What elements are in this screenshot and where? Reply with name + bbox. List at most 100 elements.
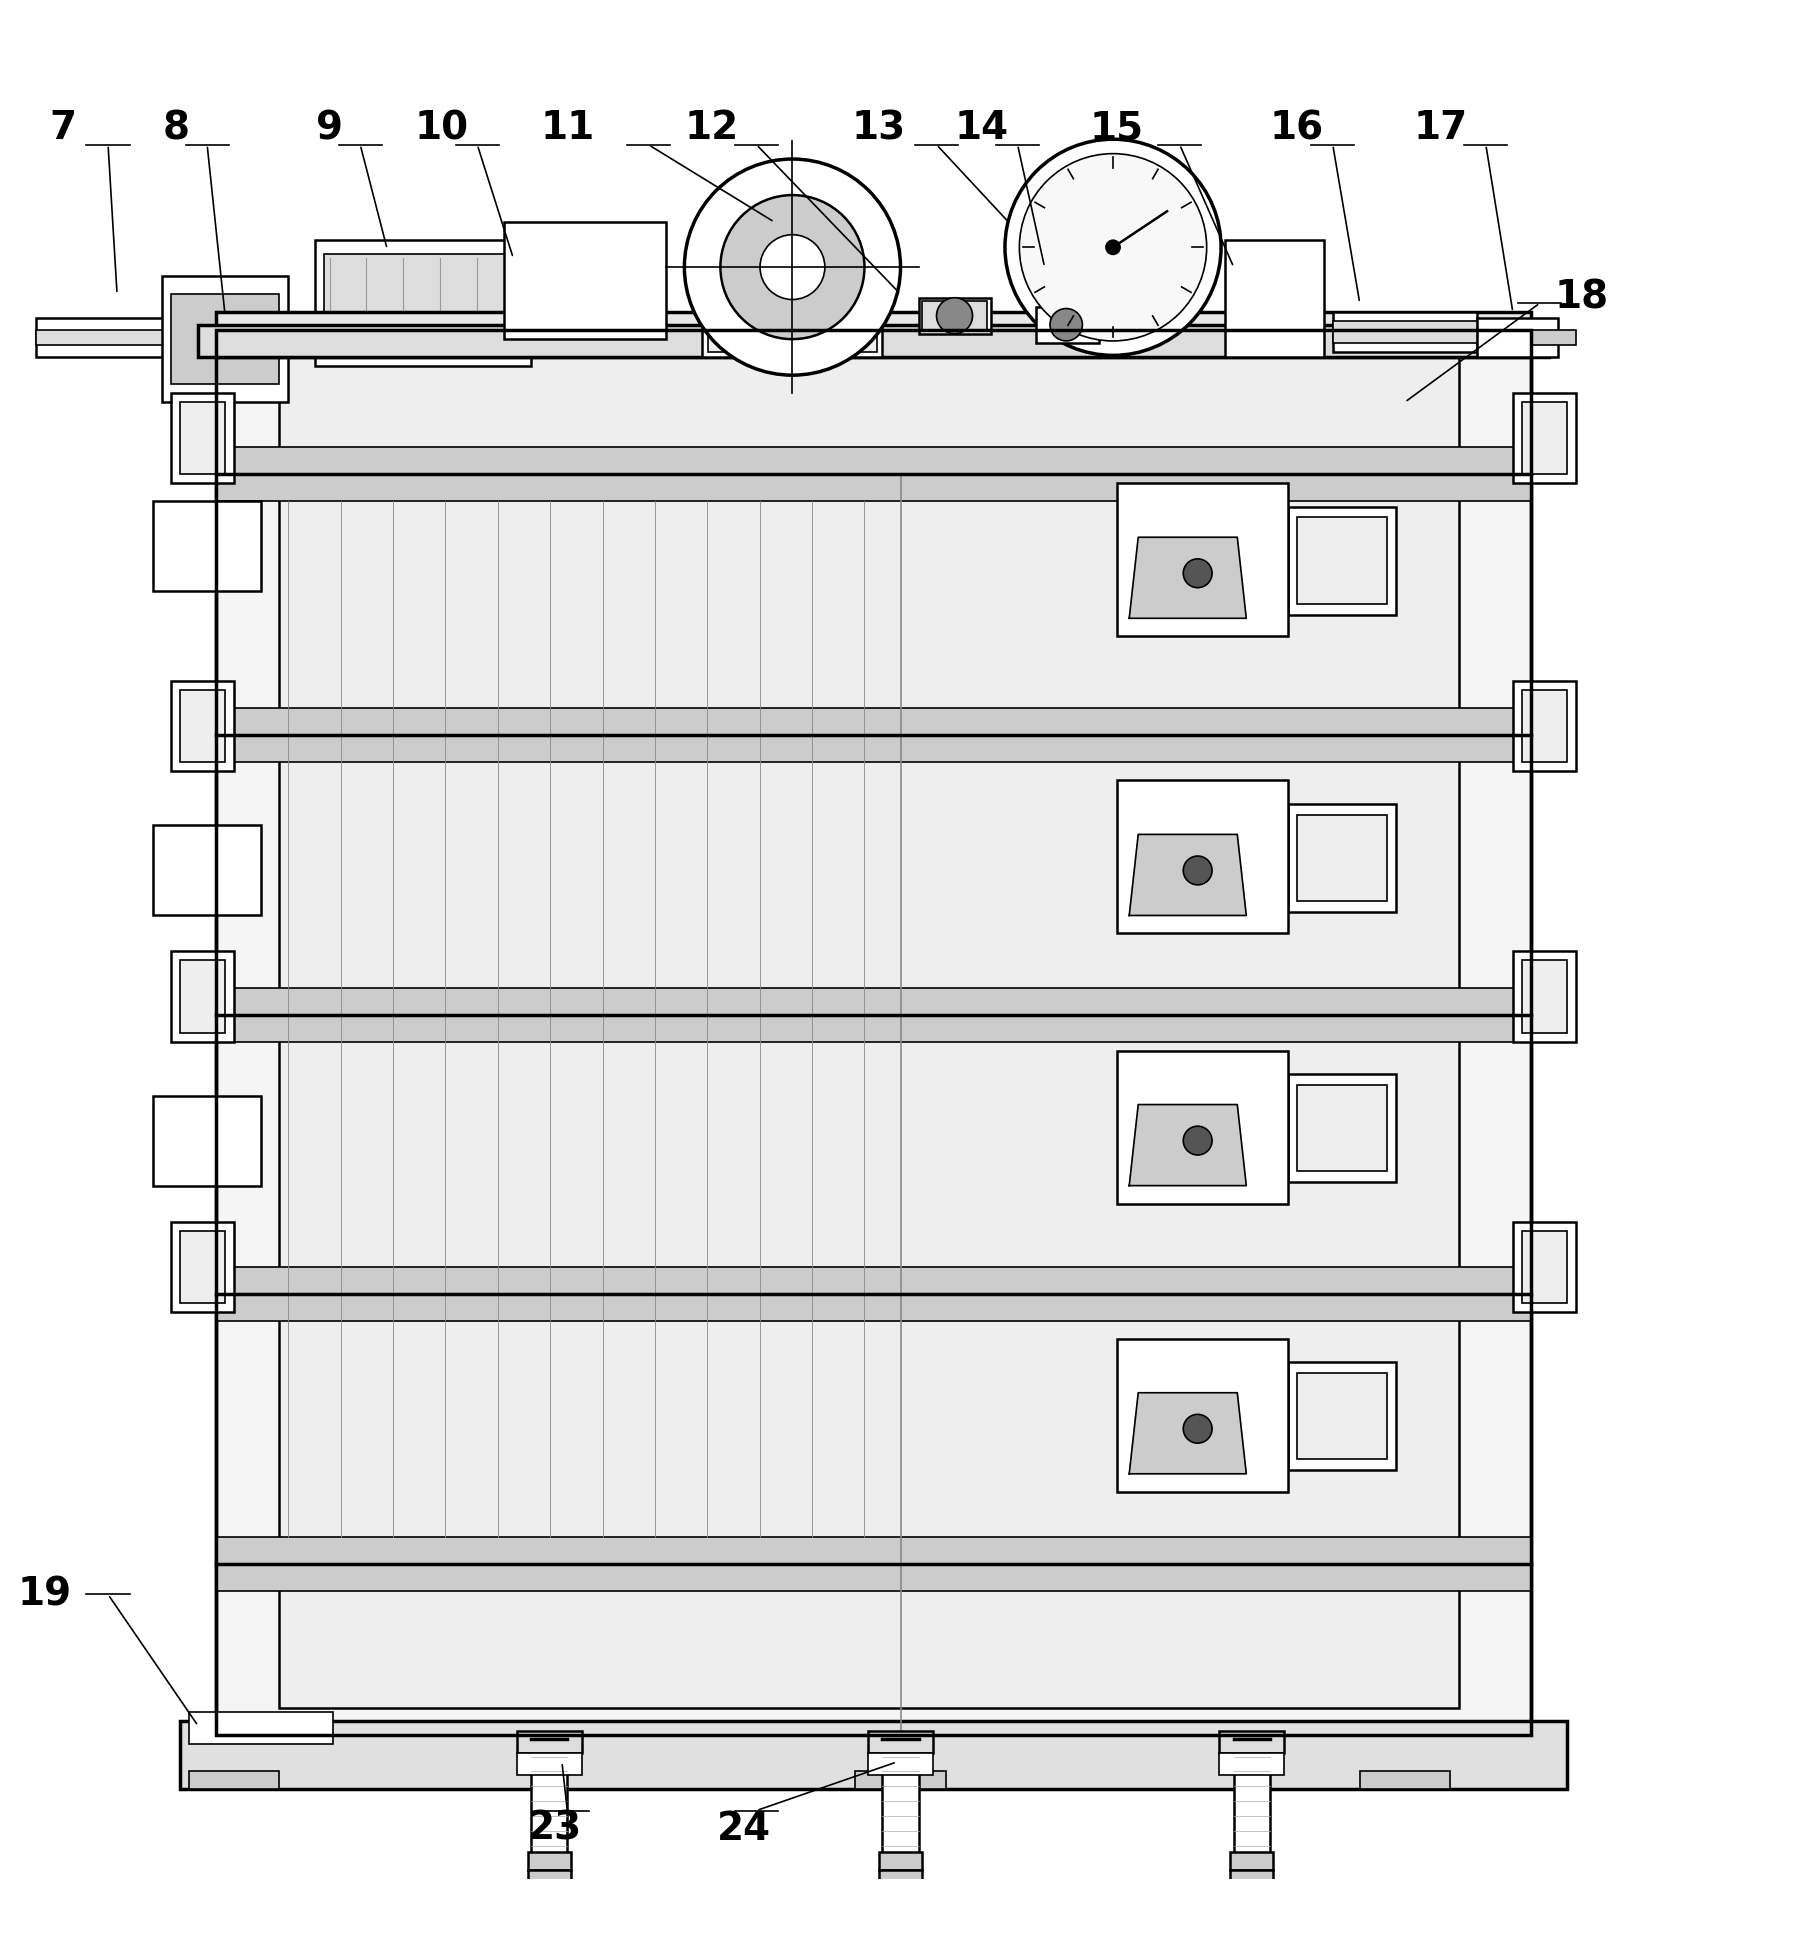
Bar [180, 961, 225, 1033]
Text: 10: 10 [414, 110, 468, 147]
Text: 24: 24 [717, 1810, 771, 1847]
Bar [922, 301, 987, 331]
Bar [1117, 1051, 1288, 1204]
Bar [1513, 951, 1576, 1041]
Bar [517, 1732, 582, 1753]
Bar [1230, 1851, 1273, 1871]
Text: 9: 9 [317, 110, 342, 147]
Bar [1297, 814, 1387, 900]
Bar [36, 317, 216, 358]
Text: 7: 7 [49, 110, 77, 147]
Bar [171, 393, 234, 483]
Bar [180, 403, 225, 474]
Bar [1288, 1074, 1396, 1182]
Text: 12: 12 [684, 110, 738, 147]
Bar [1219, 1753, 1284, 1775]
Bar [279, 358, 1459, 1708]
Circle shape [1183, 560, 1212, 587]
Bar [315, 241, 531, 366]
Circle shape [720, 196, 864, 339]
Bar [153, 826, 261, 916]
Bar [528, 1851, 571, 1871]
Bar [180, 1720, 1567, 1789]
Polygon shape [1129, 1104, 1246, 1186]
Bar [171, 294, 279, 384]
Text: 16: 16 [1270, 110, 1324, 147]
Bar [1117, 483, 1288, 636]
Circle shape [1183, 1125, 1212, 1155]
Bar [171, 1221, 234, 1311]
Bar [1230, 1871, 1273, 1889]
Bar [1522, 691, 1567, 763]
Text: 8: 8 [164, 110, 189, 147]
Bar [517, 1753, 582, 1775]
Circle shape [760, 235, 825, 299]
Circle shape [1106, 241, 1120, 254]
Bar [216, 1536, 1531, 1591]
Polygon shape [1129, 1393, 1246, 1474]
Bar [1333, 321, 1477, 342]
Bar [216, 331, 1531, 1736]
Bar [1288, 1362, 1396, 1470]
Bar [1297, 1084, 1387, 1170]
Circle shape [1183, 855, 1212, 885]
Bar [1297, 1374, 1387, 1460]
Bar [216, 331, 1531, 1736]
Bar [1288, 804, 1396, 912]
Bar [171, 951, 234, 1041]
Bar [919, 297, 991, 335]
Bar [1522, 403, 1567, 474]
Bar [1333, 311, 1477, 352]
Circle shape [1183, 1415, 1212, 1442]
Bar [324, 254, 522, 352]
Bar [1477, 317, 1558, 358]
Bar [879, 1851, 922, 1871]
Bar [702, 294, 882, 358]
Bar [1225, 241, 1324, 358]
Bar [528, 1871, 571, 1889]
Bar [1288, 507, 1396, 614]
Bar [216, 448, 1531, 501]
Bar [189, 1712, 333, 1744]
Bar [189, 1771, 279, 1789]
Text: 14: 14 [955, 110, 1009, 147]
Bar [1360, 1771, 1450, 1789]
Bar [531, 1738, 567, 1861]
Bar [868, 1753, 933, 1775]
Circle shape [1019, 155, 1207, 341]
Text: 18: 18 [1554, 278, 1608, 317]
Circle shape [937, 297, 973, 335]
Text: 11: 11 [540, 110, 594, 147]
Bar [216, 708, 1531, 763]
Bar [171, 681, 234, 771]
Bar [855, 1771, 946, 1789]
Bar [1522, 1231, 1567, 1303]
Bar [216, 311, 1531, 358]
Bar [216, 988, 1531, 1041]
Bar [1513, 681, 1576, 771]
Bar [1117, 781, 1288, 933]
Bar [1036, 307, 1099, 342]
Bar [504, 221, 666, 339]
Text: 17: 17 [1414, 110, 1468, 147]
Bar [868, 1732, 933, 1753]
Bar [1513, 1221, 1576, 1311]
Polygon shape [1129, 538, 1246, 618]
Text: 15: 15 [1090, 110, 1144, 147]
Bar [1513, 393, 1576, 483]
Bar [708, 301, 877, 352]
Bar [180, 691, 225, 763]
Bar [216, 1266, 1531, 1321]
Bar [198, 325, 1549, 358]
Bar [1234, 1738, 1270, 1861]
Polygon shape [1129, 834, 1246, 916]
Bar [1219, 1732, 1284, 1753]
Bar [36, 331, 216, 344]
Text: 13: 13 [852, 110, 906, 147]
Bar [1531, 331, 1576, 344]
Bar [153, 1096, 261, 1186]
Bar [162, 276, 288, 403]
Bar [180, 1231, 225, 1303]
Bar [153, 501, 261, 591]
Bar [1117, 1339, 1288, 1491]
